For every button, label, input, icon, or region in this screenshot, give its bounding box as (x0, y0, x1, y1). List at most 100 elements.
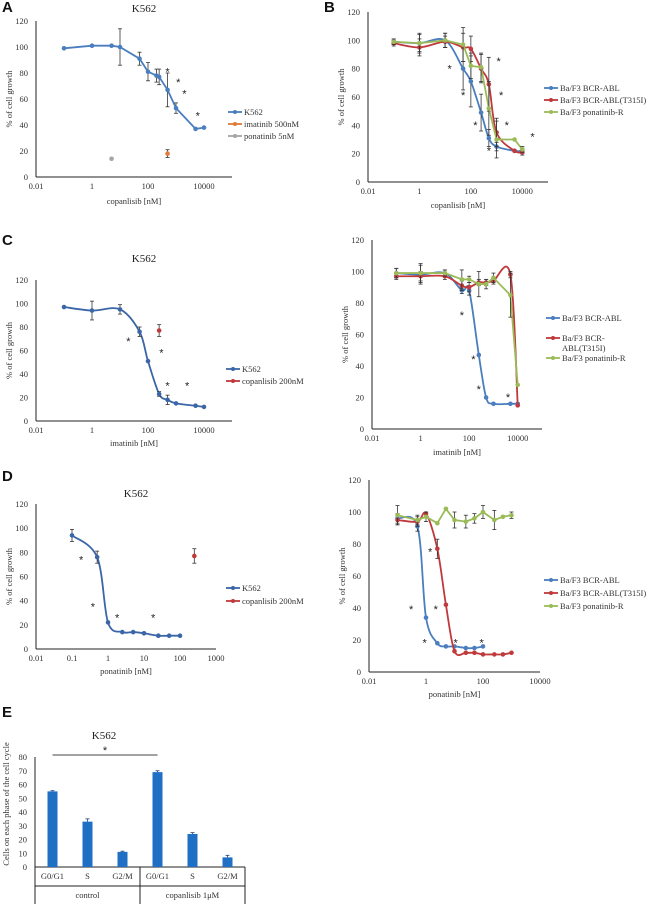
legend-entry: ponatinib 5nM (228, 131, 295, 141)
y-tick-label: 20 (20, 620, 29, 630)
data-point (117, 44, 123, 50)
x-tick-label: 0.01 (362, 676, 377, 686)
legend-label: Ba/F3 BCR- (562, 333, 605, 343)
y-tick-label: 80 (20, 322, 29, 332)
data-point (452, 517, 457, 523)
data-point (468, 46, 474, 52)
legend-label: imatinib 500nM (244, 119, 299, 129)
x-tick-label: 10 (140, 653, 149, 663)
data-point (452, 648, 457, 654)
data-point (418, 270, 423, 276)
significance-star: * (115, 612, 120, 624)
legend-label: Ba/F3 ponatinib-R (560, 107, 624, 117)
legend-swatch-marker (549, 578, 553, 582)
legend-swatch-marker (231, 379, 235, 383)
bar (47, 791, 58, 867)
y-tick-label: 0 (356, 177, 360, 187)
data-point (472, 645, 477, 651)
data-point (512, 137, 517, 142)
data-point (417, 40, 422, 46)
y-axis-label: % of cell growth (340, 305, 350, 363)
bar (82, 821, 93, 867)
data-point (492, 517, 497, 523)
x-tick-label: 1 (424, 676, 428, 686)
series-ba-f3-bcr-abl (391, 32, 525, 155)
data-point (486, 106, 492, 111)
data-point (435, 520, 440, 526)
data-point (478, 64, 484, 70)
data-point (460, 42, 466, 47)
legend-label: ponatinib 5nM (244, 131, 295, 141)
x-tick-label: 100 (463, 433, 476, 443)
legend-entry: Ba/F3 BCR-ABL(T315I) (544, 95, 646, 105)
data-point (460, 66, 466, 71)
legend-swatch-marker (231, 586, 235, 590)
significance-star: * (176, 77, 181, 89)
y-axis-label: % of cell growth (4, 321, 14, 379)
data-point (61, 46, 67, 51)
series-ba-f3-ponatinib-r (395, 505, 514, 530)
legend-swatch-marker (233, 110, 237, 114)
data-point (109, 43, 114, 48)
y-tick-label: 60 (20, 94, 29, 104)
y-tick-label: 40 (20, 369, 29, 379)
significance-star: * (477, 384, 482, 396)
y-tick-label: 80 (20, 547, 29, 557)
data-point (165, 87, 170, 93)
data-point (201, 125, 207, 130)
data-point (192, 553, 197, 559)
legend-label: K562 (242, 583, 261, 593)
significance-star: * (91, 602, 96, 614)
chart-panel-d: 0 20 40 60 80 100 120 0.01 0.1 1 10 100 1000 ponatini… (4, 488, 304, 676)
chart-panel-c: 0 20 40 60 80 100 120 0.01 1 100 10000 imatinib [nM… (4, 253, 304, 448)
x-tick-label: 0.1 (67, 653, 78, 663)
data-point (69, 533, 75, 538)
legend-label: Ba/F3 BCR-ABL (562, 313, 622, 323)
series-imatinib-500nm (165, 149, 170, 158)
x-axis-label: imatinib [nM] (110, 438, 158, 448)
significance-star: * (461, 90, 466, 102)
significance-star: * (185, 381, 190, 393)
x-tick-label: 0.01 (29, 653, 44, 663)
bar (152, 772, 163, 867)
legend-swatch-marker (231, 367, 235, 371)
y-tick-label: 0 (360, 424, 364, 434)
data-point (145, 69, 151, 74)
y-tick-label: 100 (351, 267, 364, 277)
x-tick-label: 1 (90, 181, 94, 191)
data-point (515, 382, 521, 388)
series-line (63, 306, 205, 408)
y-axis-label: % of cell growth (4, 547, 14, 605)
series-line (393, 38, 523, 153)
y-tick-label: 100 (15, 523, 28, 533)
y-tick-label: 40 (356, 361, 365, 371)
y-tick-label: 60 (352, 92, 361, 102)
x-axis-label: ponatinib [nM] (100, 666, 152, 676)
data-point (193, 403, 198, 409)
y-tick-label: 10 (19, 848, 28, 858)
significance-star: * (454, 638, 459, 650)
x-axis-label: copanlisib [nM] (107, 196, 162, 206)
data-point (466, 284, 472, 290)
legend-swatch-marker (549, 604, 553, 608)
y-tick-label: 60 (356, 330, 365, 340)
data-point (519, 147, 525, 152)
y-tick-label: 120 (348, 475, 361, 485)
x-axis-label: copanlisib [nM] (431, 200, 486, 210)
legend-swatch-marker (549, 98, 553, 102)
significance-star: * (196, 111, 201, 123)
legend-swatch-marker (551, 356, 555, 360)
y-tick-label: 80 (19, 752, 28, 762)
x-tick-label: 1 (90, 425, 94, 435)
x-tick-label: 100 (477, 676, 490, 686)
series-k562 (61, 28, 207, 132)
series-k562 (69, 528, 183, 639)
legend-entry: Ba/F3 ponatinib-R (544, 107, 624, 117)
x-tick-label: 1 (106, 653, 110, 663)
legend-entry: Ba/F3 BCR-ABL (544, 83, 620, 93)
chart-panel-c2: 0 20 40 60 80 100 120 0.01 1 100 10000 imatinib [nM… (340, 235, 626, 457)
legend-entry: imatinib 500nM (228, 119, 299, 129)
data-point (492, 652, 497, 657)
x-tick-label: 10000 (193, 425, 214, 435)
data-point (201, 404, 207, 410)
